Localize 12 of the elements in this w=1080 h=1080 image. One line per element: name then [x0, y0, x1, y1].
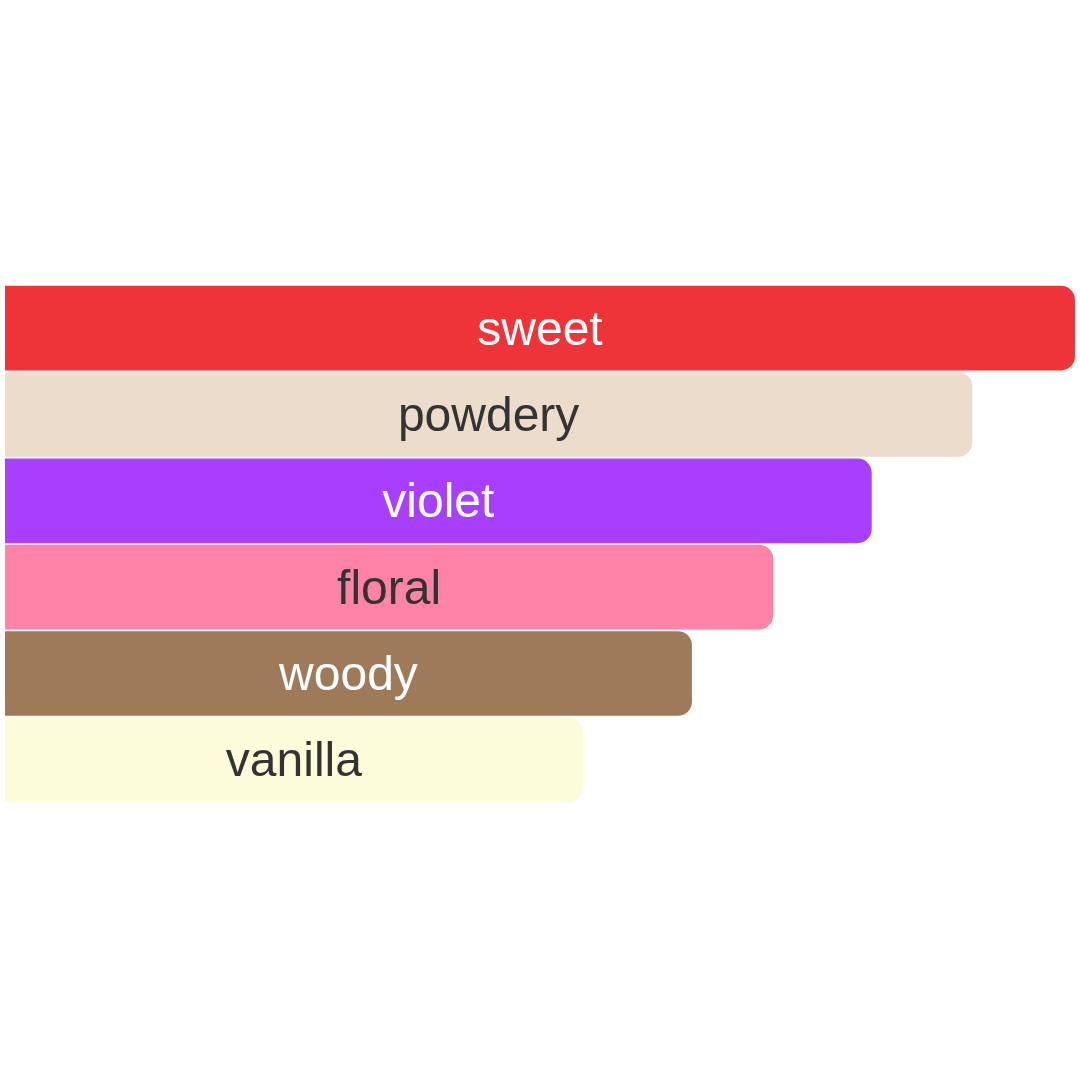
y-tick-label: powdery: [397, 388, 580, 441]
y-tick-label: floral: [337, 560, 442, 614]
bar: [5, 631, 692, 716]
bar: [5, 285, 1075, 371]
bar: [5, 544, 774, 630]
bar: [5, 372, 973, 457]
y-tick-label: sweet: [477, 301, 603, 355]
bar: [5, 458, 872, 544]
y-tick-label: violet: [382, 474, 495, 528]
y-tick-label: woody: [278, 647, 418, 700]
y-tick-label: vanilla: [225, 733, 363, 787]
bar: [5, 717, 583, 803]
